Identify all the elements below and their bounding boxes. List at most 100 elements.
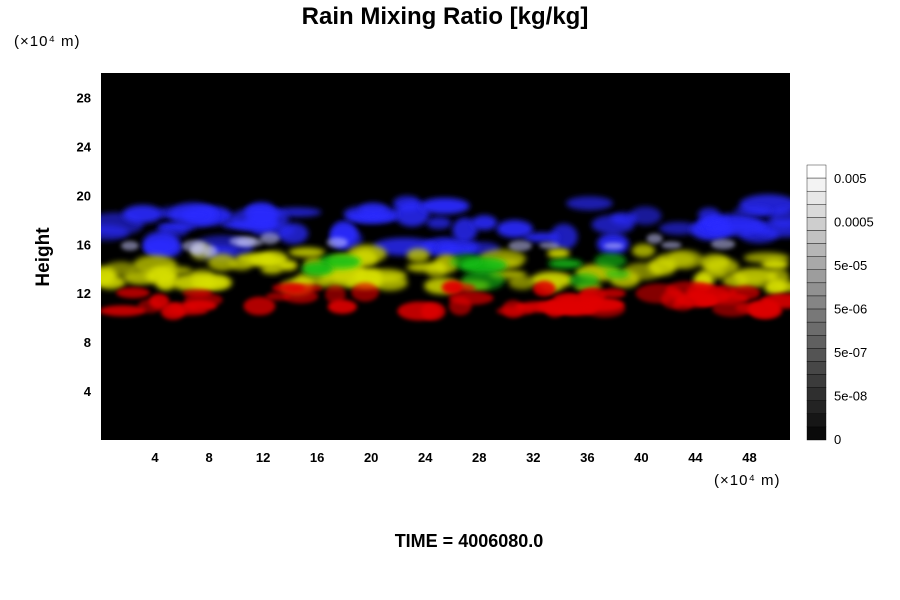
rain-cell [646,233,663,244]
colorbar-swatch [806,190,827,205]
x-tick-label: 16 [310,450,324,465]
rain-field [101,194,790,321]
rain-cell [704,258,740,276]
rain-cell [182,289,213,298]
rain-cell [523,232,560,242]
rain-cell [550,223,578,250]
rain-cell [325,285,346,304]
y-axis: 4 8 12 16 20 24 28 [77,90,92,399]
rain-cell [547,296,590,314]
rain-cell [420,302,446,321]
rain-cell [181,240,207,252]
rain-cell [288,247,326,258]
rain-cell [533,280,556,297]
rain-cell [747,299,781,319]
colorbar-swatch [806,308,827,323]
rain-cell [436,243,475,255]
rain-cell [243,296,276,316]
rain-cell [406,248,430,263]
colorbar: 0.005 0.0005 5e-05 5e-06 5e-07 5e-08 0 [806,164,874,447]
rain-cell [722,273,748,288]
colorbar-swatch [806,361,827,375]
rain-cell [260,264,283,275]
colorbar-swatch [806,426,827,441]
rain-cell [120,241,139,251]
x-tick-label: 24 [418,450,433,465]
x-tick-label: 36 [580,450,594,465]
rain-cell [272,282,305,294]
rain-cell [594,253,627,269]
y-axis-unit: (×10⁴ m) [14,33,81,50]
colorbar-swatch [806,321,827,336]
colorbar-swatch [806,177,827,192]
colorbar-swatch [806,217,827,231]
colorbar-swatch [806,282,827,297]
rain-cell [122,205,163,224]
rain-cell [189,274,233,291]
x-tick-label: 12 [256,450,270,465]
rain-cell [629,206,662,226]
rain-cell [452,217,478,242]
rain-cell [661,241,682,249]
rain-cell [448,291,494,305]
x-tick-label: 4 [151,450,159,465]
rain-cell [508,275,536,290]
rain-cell [591,215,635,235]
colorbar-swatch [806,243,827,257]
rain-cell [236,237,263,247]
rain-cell [577,291,600,303]
rain-cell [101,305,146,317]
rain-cell [277,260,298,271]
rain-cell [142,231,180,256]
y-tick-label: 8 [84,335,91,350]
colorbar-swatch [806,335,827,349]
x-tick-label: 32 [526,450,540,465]
rain-cell [207,253,236,272]
rain-cell [710,239,736,250]
y-tick-label: 16 [77,237,91,252]
rain-cell [301,262,334,276]
rain-cell [566,196,613,211]
rain-cell [471,215,498,231]
rain-cell [709,220,768,237]
rain-cell [229,258,254,271]
x-axis-unit: (×10⁴ m) [714,472,781,489]
rain-cell [599,288,626,299]
rain-cell [761,258,789,270]
colorbar-swatch [806,164,827,179]
rain-cell [656,252,697,268]
rain-cell [359,202,388,217]
rain-cell [265,292,290,301]
x-tick-label: 20 [364,450,378,465]
colorbar-label: 5e-05 [834,258,867,273]
x-tick-label: 48 [742,450,756,465]
rain-cell [351,282,379,302]
rain-cell [406,262,446,272]
rain-cell [101,266,117,285]
x-tick-label: 8 [205,450,212,465]
colorbar-swatch [806,204,827,218]
colorbar-swatch [806,269,827,284]
rain-cell [371,275,408,291]
colorbar-label: 5e-07 [834,345,867,360]
rain-cell [733,206,772,216]
rain-cell [672,298,693,311]
rain-cell [149,293,170,309]
rain-cell [569,272,599,288]
colorbar-label: 0 [834,432,841,447]
x-tick-label: 44 [688,450,703,465]
rain-cell [260,232,280,245]
colorbar-swatch [806,295,827,310]
rain-cell [247,254,286,267]
rain-cell [496,220,533,238]
rain-cell [770,208,790,229]
rain-cell [583,300,626,318]
x-axis: 4 8 12 16 20 24 28 32 36 40 44 48 [151,450,756,465]
rain-cell [170,202,217,228]
rain-cell [659,221,699,235]
rain-cell [326,237,348,248]
rain-cell [728,285,761,301]
colorbar-swatch [806,256,827,270]
y-tick-label: 12 [77,286,91,301]
